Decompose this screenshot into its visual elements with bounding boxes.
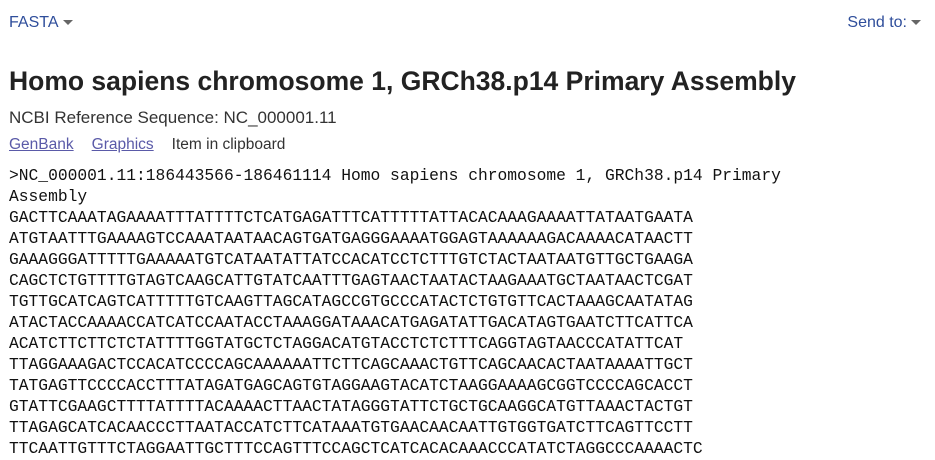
- caret: [62, 20, 73, 26]
- sequence-line: TGTTGCATCAGTCATTTTTGTCAAGTTAGCATAGCCGTGC…: [9, 292, 693, 311]
- clipboard-status: Item in clipboard: [171, 136, 286, 153]
- genbank-link[interactable]: GenBank: [9, 136, 74, 153]
- subtitle: NCBI Reference Sequence: NC_000001.11: [9, 108, 337, 127]
- caret: [911, 20, 921, 26]
- sequence-line: GACTTCAAATAGAAAATTTATTTTCTCATGAGATTTCATT…: [9, 208, 693, 227]
- format-label[interactable]: FASTA: [9, 14, 59, 31]
- sequence-line: GAAAGGGATTTTTGAAAAATGTCATAATATTATCCACATC…: [9, 250, 693, 269]
- sequence-line: TATGAGTTCCCCACCTTTATAGATGAGCAGTGTAGGAAGT…: [9, 376, 693, 395]
- links: GenBank Graphics Item in clipboard: [9, 136, 285, 154]
- sequence-line: TTAGAGCATCACAACCCTTAATACCATCTTCATAAATGTG…: [9, 418, 693, 437]
- format-menu[interactable]: FASTA: [9, 14, 73, 32]
- title: Homo sapiens chromosome 1, GRCh38.p14 Pr…: [9, 66, 796, 96]
- sequence-line: CAGCTCTGTTTTGTAGTCAAGCATTGTATCAATTTGAGTA…: [9, 271, 693, 290]
- send-to-menu[interactable]: Send to:: [847, 14, 921, 32]
- sequence-line: GTATTCGAAGCTTTTATTTTACAAAACTTAACTATAGGGT…: [9, 397, 693, 416]
- sequence-line: ATGTAATTTGAAAAGTCCAAATAATAACAGTGATGAGGGA…: [9, 229, 693, 248]
- sequence-line: TTAGGAAAGACTCCACATCCCCAGCAAAAAATTCTTCAGC…: [9, 355, 693, 374]
- sequence-header: >NC_000001.11:186443566-186461114 Homo s…: [9, 166, 791, 206]
- sequence-line: ACATCTTCTTCTCTATTTTGGTATGCTCTAGGACATGTAC…: [9, 334, 684, 353]
- sequence: >NC_000001.11:186443566-186461114 Homo s…: [9, 165, 809, 459]
- send-to-label[interactable]: Send to:: [847, 14, 907, 31]
- graphics-link[interactable]: Graphics: [91, 136, 154, 153]
- sequence-line: TTCAATTGTTTCTAGGAATTGCTTTCCAGTTTCCAGCTCA…: [9, 439, 703, 458]
- sequence-line: ATACTACCAAAACCATCATCCAATACCTAAAGGATAAACA…: [9, 313, 693, 332]
